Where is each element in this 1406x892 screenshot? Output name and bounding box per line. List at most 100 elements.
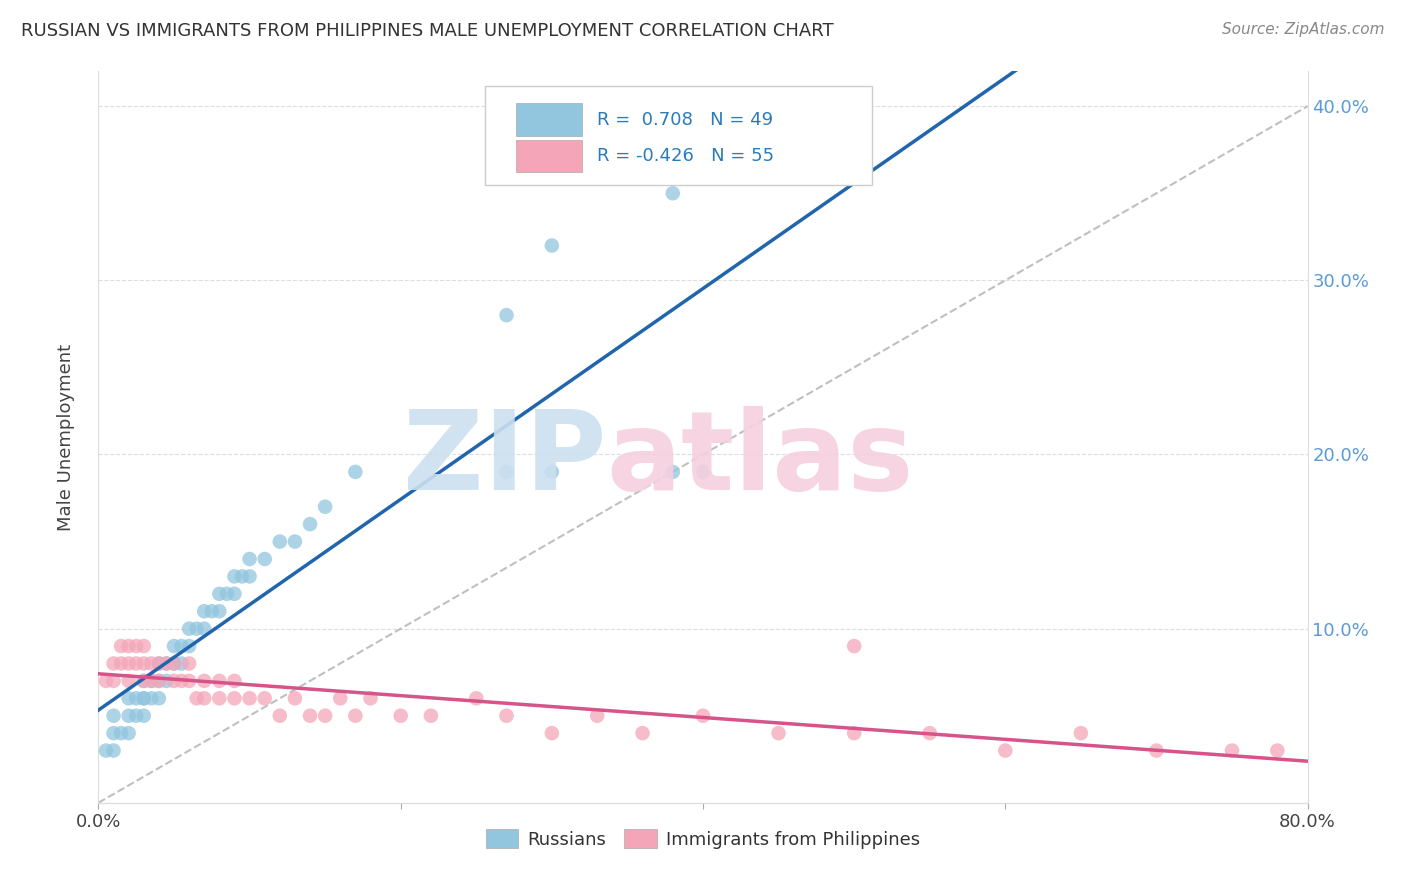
Point bbox=[193, 622, 215, 636]
Point bbox=[163, 673, 186, 688]
Point bbox=[465, 691, 488, 706]
Point bbox=[132, 691, 155, 706]
Point bbox=[125, 691, 148, 706]
Point bbox=[344, 465, 367, 479]
Text: ZIP: ZIP bbox=[404, 406, 606, 513]
Point bbox=[586, 708, 609, 723]
Legend: Russians, Immigrants from Philippines: Russians, Immigrants from Philippines bbox=[478, 822, 928, 856]
Point bbox=[103, 657, 125, 671]
Point bbox=[193, 604, 215, 618]
Point bbox=[253, 552, 276, 566]
Point bbox=[208, 587, 231, 601]
Point bbox=[110, 639, 132, 653]
Point bbox=[155, 657, 177, 671]
Point bbox=[141, 673, 163, 688]
Point bbox=[103, 726, 125, 740]
Point bbox=[631, 726, 654, 740]
Point bbox=[148, 673, 170, 688]
Point bbox=[360, 691, 382, 706]
Point bbox=[148, 657, 170, 671]
Point bbox=[224, 691, 246, 706]
Point bbox=[231, 569, 253, 583]
Text: RUSSIAN VS IMMIGRANTS FROM PHILIPPINES MALE UNEMPLOYMENT CORRELATION CHART: RUSSIAN VS IMMIGRANTS FROM PHILIPPINES M… bbox=[21, 22, 834, 40]
Point bbox=[141, 657, 163, 671]
Point bbox=[163, 657, 186, 671]
Point bbox=[201, 604, 224, 618]
Point bbox=[148, 673, 170, 688]
Point bbox=[118, 673, 141, 688]
Point bbox=[132, 639, 155, 653]
Point bbox=[186, 691, 208, 706]
Point bbox=[540, 726, 562, 740]
Point bbox=[344, 708, 367, 723]
Point bbox=[141, 673, 163, 688]
Point bbox=[118, 657, 141, 671]
Point bbox=[540, 238, 562, 252]
Point bbox=[118, 639, 141, 653]
Point bbox=[661, 465, 683, 479]
Point bbox=[163, 639, 186, 653]
Point bbox=[918, 726, 941, 740]
Point bbox=[994, 743, 1017, 757]
Point bbox=[148, 657, 170, 671]
Point bbox=[179, 657, 201, 671]
Point bbox=[299, 708, 322, 723]
Point bbox=[768, 726, 790, 740]
Point bbox=[110, 657, 132, 671]
Point bbox=[239, 552, 262, 566]
Point bbox=[495, 708, 517, 723]
Point bbox=[132, 673, 155, 688]
Point bbox=[239, 691, 262, 706]
Point bbox=[1144, 743, 1167, 757]
Point bbox=[253, 691, 276, 706]
Point bbox=[239, 569, 262, 583]
Point bbox=[269, 708, 291, 723]
Text: Source: ZipAtlas.com: Source: ZipAtlas.com bbox=[1222, 22, 1385, 37]
Point bbox=[215, 587, 238, 601]
Point bbox=[170, 657, 193, 671]
Point bbox=[103, 673, 125, 688]
Point bbox=[132, 691, 155, 706]
Point bbox=[118, 726, 141, 740]
Point bbox=[163, 657, 186, 671]
FancyBboxPatch shape bbox=[485, 86, 872, 185]
Point bbox=[110, 726, 132, 740]
Text: R =  0.708   N = 49: R = 0.708 N = 49 bbox=[596, 112, 773, 129]
Point bbox=[540, 465, 562, 479]
Point bbox=[179, 639, 201, 653]
Point bbox=[1070, 726, 1092, 740]
Point bbox=[179, 673, 201, 688]
Point bbox=[299, 517, 322, 532]
Point bbox=[224, 587, 246, 601]
Point bbox=[284, 691, 307, 706]
Point bbox=[132, 673, 155, 688]
Point bbox=[170, 639, 193, 653]
Point bbox=[208, 673, 231, 688]
Point bbox=[186, 622, 208, 636]
Point bbox=[844, 639, 866, 653]
Point bbox=[495, 465, 517, 479]
Point bbox=[661, 186, 683, 201]
Point bbox=[94, 673, 117, 688]
Point bbox=[420, 708, 443, 723]
Point bbox=[103, 708, 125, 723]
Point bbox=[193, 691, 215, 706]
Point bbox=[148, 691, 170, 706]
Text: atlas: atlas bbox=[606, 406, 914, 513]
Point bbox=[269, 534, 291, 549]
Bar bbox=[516, 139, 582, 172]
Point bbox=[193, 673, 215, 688]
Point bbox=[495, 308, 517, 322]
Point bbox=[692, 708, 714, 723]
Point bbox=[1220, 743, 1243, 757]
Point bbox=[155, 673, 177, 688]
Point bbox=[118, 708, 141, 723]
Point bbox=[132, 657, 155, 671]
Point bbox=[314, 500, 336, 514]
Point bbox=[179, 622, 201, 636]
Point bbox=[692, 465, 714, 479]
Point bbox=[389, 708, 412, 723]
Point bbox=[155, 657, 177, 671]
Point bbox=[103, 743, 125, 757]
Y-axis label: Male Unemployment: Male Unemployment bbox=[56, 343, 75, 531]
